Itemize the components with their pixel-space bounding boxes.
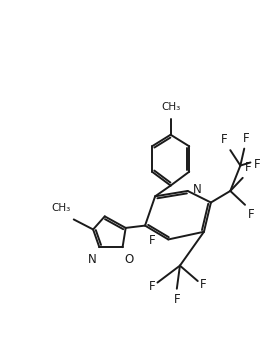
Text: CH₃: CH₃: [161, 102, 180, 112]
Text: O: O: [124, 253, 133, 266]
Text: F: F: [242, 132, 249, 145]
Text: F: F: [254, 157, 260, 170]
Text: F: F: [245, 161, 252, 174]
Text: F: F: [248, 208, 255, 221]
Text: F: F: [149, 234, 156, 247]
Text: N: N: [193, 183, 202, 196]
Text: F: F: [174, 293, 180, 306]
Text: F: F: [221, 133, 228, 146]
Text: F: F: [148, 280, 155, 293]
Text: F: F: [200, 278, 207, 291]
Text: CH₃: CH₃: [52, 203, 71, 213]
Text: N: N: [88, 253, 97, 266]
